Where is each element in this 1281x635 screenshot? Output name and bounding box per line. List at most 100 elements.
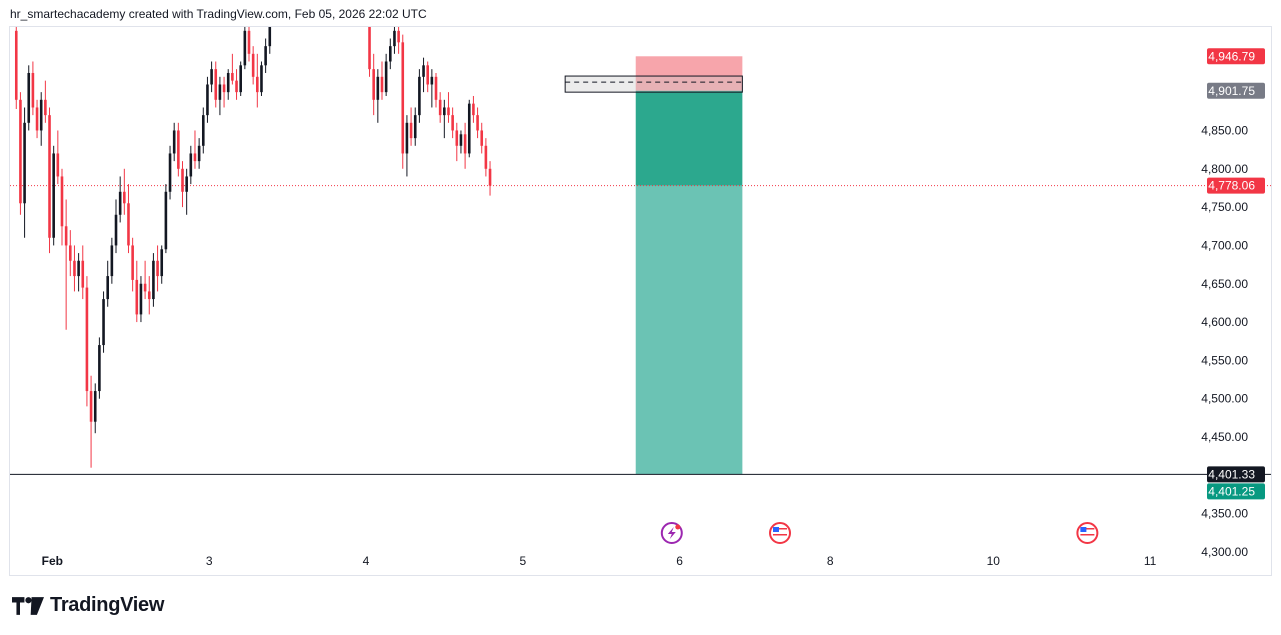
candle[interactable] <box>172 122 176 162</box>
flash-event-icon[interactable] <box>660 522 683 544</box>
candle[interactable] <box>39 92 43 146</box>
candle[interactable] <box>401 34 405 169</box>
candle[interactable] <box>27 65 31 131</box>
candle[interactable] <box>48 107 51 254</box>
candle[interactable] <box>393 27 396 54</box>
candle[interactable] <box>168 145 172 200</box>
candle[interactable] <box>106 260 110 307</box>
candle[interactable] <box>31 61 35 116</box>
candle[interactable] <box>135 260 139 323</box>
candle[interactable] <box>139 276 143 323</box>
candle[interactable] <box>380 61 384 100</box>
candle[interactable] <box>156 245 159 292</box>
candle[interactable] <box>131 237 134 292</box>
us-flag-event-icon[interactable] <box>1076 522 1099 544</box>
candle[interactable] <box>189 145 193 185</box>
candle[interactable] <box>397 23 400 54</box>
candle[interactable] <box>19 92 22 215</box>
candle[interactable] <box>459 130 463 154</box>
price-label-stop[interactable]: 4,946.79 <box>1207 48 1265 65</box>
candle[interactable] <box>226 69 230 100</box>
candle[interactable] <box>23 107 26 238</box>
candle[interactable] <box>418 69 421 123</box>
candle[interactable] <box>68 230 72 277</box>
price-label-target[interactable]: 4,401.25 <box>1207 483 1265 500</box>
candle[interactable] <box>430 69 434 108</box>
candle[interactable] <box>222 76 226 108</box>
candle[interactable] <box>476 107 479 139</box>
candle[interactable] <box>152 253 155 307</box>
candle[interactable] <box>426 61 430 93</box>
candle[interactable] <box>93 383 97 434</box>
candle[interactable] <box>110 237 114 284</box>
candle[interactable] <box>206 76 209 123</box>
candle[interactable] <box>388 38 392 70</box>
candle[interactable] <box>44 80 47 123</box>
candle[interactable] <box>467 99 471 158</box>
candle[interactable] <box>405 115 409 177</box>
chart-frame[interactable]: 4,850.00 4,800.00 4,750.00 4,700.00 4,650.00… <box>9 19 1272 576</box>
candle[interactable] <box>14 23 18 110</box>
candle[interactable] <box>247 23 251 62</box>
candle[interactable] <box>60 168 64 246</box>
candle[interactable] <box>201 107 205 154</box>
candle[interactable] <box>177 122 180 177</box>
candle[interactable] <box>372 53 375 116</box>
candle[interactable] <box>147 276 151 315</box>
candle[interactable] <box>480 122 484 154</box>
candle[interactable] <box>451 107 454 139</box>
candle[interactable] <box>409 107 413 146</box>
candle[interactable] <box>193 130 197 169</box>
candle[interactable] <box>73 245 76 292</box>
candle[interactable] <box>89 375 93 468</box>
candle[interactable] <box>218 76 222 116</box>
order-block-box[interactable] <box>564 75 743 93</box>
candle[interactable] <box>260 61 263 96</box>
candle[interactable] <box>56 130 60 185</box>
candle[interactable] <box>434 72 438 108</box>
candle[interactable] <box>114 199 118 254</box>
candle[interactable] <box>197 138 201 169</box>
profit-zone-filled[interactable] <box>635 90 743 186</box>
candle[interactable] <box>185 168 188 215</box>
candle[interactable] <box>181 161 184 208</box>
candle[interactable] <box>438 92 442 123</box>
candle[interactable] <box>422 57 425 93</box>
candle[interactable] <box>384 53 388 96</box>
candle[interactable] <box>268 23 272 54</box>
price-label-current[interactable]: 4,778.06 <box>1207 177 1265 194</box>
candle[interactable] <box>231 53 234 85</box>
candle[interactable] <box>64 199 68 330</box>
candle[interactable] <box>102 291 105 353</box>
candle[interactable] <box>85 276 89 407</box>
candle[interactable] <box>463 122 467 169</box>
candle[interactable] <box>81 245 85 300</box>
stop-loss-zone[interactable] <box>635 56 743 91</box>
candle[interactable] <box>214 61 218 108</box>
candle[interactable] <box>243 23 247 70</box>
candle[interactable] <box>123 168 126 215</box>
price-label-entry[interactable]: 4,901.75 <box>1207 82 1265 99</box>
candle[interactable] <box>143 260 147 300</box>
candle[interactable] <box>251 46 255 85</box>
us-flag-event-icon[interactable] <box>769 522 792 544</box>
candle[interactable] <box>35 99 39 139</box>
candle[interactable] <box>455 122 459 162</box>
candle[interactable] <box>239 61 242 96</box>
candle[interactable] <box>472 95 475 123</box>
candle[interactable] <box>164 184 168 254</box>
candle[interactable] <box>77 253 80 292</box>
candle[interactable] <box>413 107 417 146</box>
candle[interactable] <box>235 69 238 100</box>
candle[interactable] <box>447 92 450 123</box>
candle[interactable] <box>488 161 492 196</box>
candle[interactable] <box>210 61 213 93</box>
candle[interactable] <box>484 138 488 177</box>
price-chart[interactable]: 4,850.00 4,800.00 4,750.00 4,700.00 4,650.00… <box>10 19 1271 575</box>
candle[interactable] <box>368 19 371 77</box>
candle[interactable] <box>443 99 446 139</box>
candle[interactable] <box>118 176 122 223</box>
candle[interactable] <box>127 184 130 254</box>
candle[interactable] <box>98 337 101 399</box>
candle[interactable] <box>256 53 259 108</box>
